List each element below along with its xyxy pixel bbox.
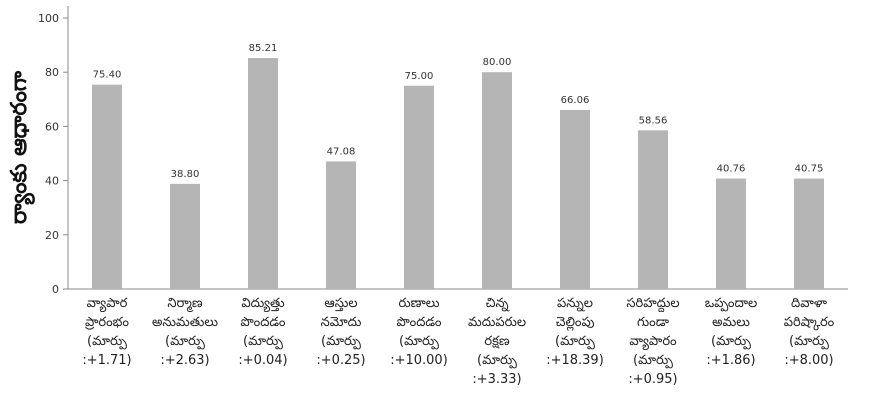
y-tick-label: 20 — [45, 229, 59, 242]
x-category-label: (మార్పు — [87, 334, 128, 350]
x-category-label: :+18.39) — [546, 353, 604, 368]
x-category-label: మదుపరుల — [468, 315, 526, 330]
bar — [170, 183, 200, 289]
x-category-label: (మార్పు — [477, 353, 518, 369]
x-category-label: పొందడం — [397, 315, 442, 330]
x-category-label: (మార్పు — [243, 334, 284, 350]
y-axis-title: ర్యాంకు ఆధారంగా — [7, 70, 35, 224]
x-category-label: చెల్లింపు — [556, 315, 595, 331]
x-category-label: (మార్పు — [555, 334, 596, 350]
x-category-label: (మార్పు — [399, 334, 440, 350]
x-category-label: దివాళా — [791, 296, 827, 311]
y-tick-label: 80 — [45, 66, 59, 79]
x-category-label: :+10.00) — [390, 353, 448, 368]
bar — [404, 85, 434, 289]
bar-value-label: 47.08 — [327, 146, 356, 157]
bar-value-label: 66.06 — [561, 95, 590, 106]
x-category-label: ప్రారంభం — [84, 315, 129, 330]
x-category-label: నమోదు — [321, 315, 362, 330]
x-category-label: :+0.04) — [238, 353, 287, 368]
x-category-label: :+2.63) — [160, 353, 209, 368]
x-category-label: :+3.33) — [472, 372, 521, 387]
bar — [794, 178, 824, 289]
x-category-label: (మార్పు — [633, 353, 674, 369]
y-tick-label: 40 — [45, 175, 59, 188]
bar — [92, 84, 122, 289]
x-category-label: పన్నుల — [557, 296, 593, 312]
x-category-label: అనుమతులు — [152, 315, 219, 330]
x-category-label: వ్యాపారం — [629, 334, 677, 351]
bar-value-label: 75.40 — [93, 70, 122, 81]
bar-value-label: 80.00 — [483, 57, 512, 68]
x-category-label: (మార్పు — [789, 334, 830, 350]
bar — [248, 58, 278, 289]
x-category-label: :+8.00) — [784, 353, 833, 368]
x-category-label: (మార్పు — [165, 334, 206, 350]
bar-value-label: 38.80 — [171, 169, 200, 180]
bar-value-label: 75.00 — [405, 71, 434, 82]
x-category-label: వ్యాపార — [87, 296, 128, 313]
bar-value-label: 58.56 — [639, 115, 668, 126]
x-category-label: ఒప్పందాల — [705, 296, 757, 312]
bar — [560, 109, 590, 289]
x-category-label: గుండా — [637, 315, 670, 330]
x-category-label: రక్షణ — [484, 334, 509, 349]
y-tick-label: 0 — [52, 283, 59, 296]
x-category-label: (మార్పు — [321, 334, 362, 350]
bar-value-label: 40.75 — [795, 164, 824, 175]
bar — [326, 161, 356, 289]
bars-group — [92, 58, 824, 289]
y-tick-label: 100 — [38, 12, 59, 25]
x-category-label: ఆస్తుల — [324, 296, 357, 312]
x-category-label: సరిహద్దుల — [626, 296, 679, 313]
category-labels-group: వ్యాపార ప్రారంభం (మార్పు :+1.71) నిర్మాణ అనుమ… — [82, 296, 834, 387]
x-category-label: పరిష్కారం — [784, 315, 835, 331]
x-category-label: పొందడం — [241, 315, 286, 330]
x-category-label: (మార్పు — [711, 334, 752, 350]
bar — [716, 178, 746, 289]
bar-value-label: 40.76 — [717, 164, 746, 175]
x-category-label: :+1.86) — [706, 353, 755, 368]
x-category-label: :+1.71) — [82, 353, 131, 368]
bar-value-label: 85.21 — [249, 43, 278, 54]
x-category-label: :+0.95) — [628, 372, 677, 387]
x-category-label: అమలు — [712, 315, 750, 330]
x-category-label: నిర్మాణ — [167, 296, 203, 313]
x-category-label: చిన్న — [486, 296, 510, 312]
x-category-label: రుణాలు — [398, 296, 440, 311]
y-axis-ticks: 0 20 40 60 80 100 — [38, 12, 68, 296]
bar — [638, 130, 668, 289]
y-tick-label: 60 — [45, 120, 59, 133]
bar — [482, 72, 512, 289]
x-category-label: :+0.25) — [316, 353, 365, 368]
value-labels-group: 75.40 38.80 85.21 47.08 75.00 80.00 66.06 58.56… — [93, 43, 824, 180]
x-category-label: విద్యుత్తు — [241, 296, 285, 313]
